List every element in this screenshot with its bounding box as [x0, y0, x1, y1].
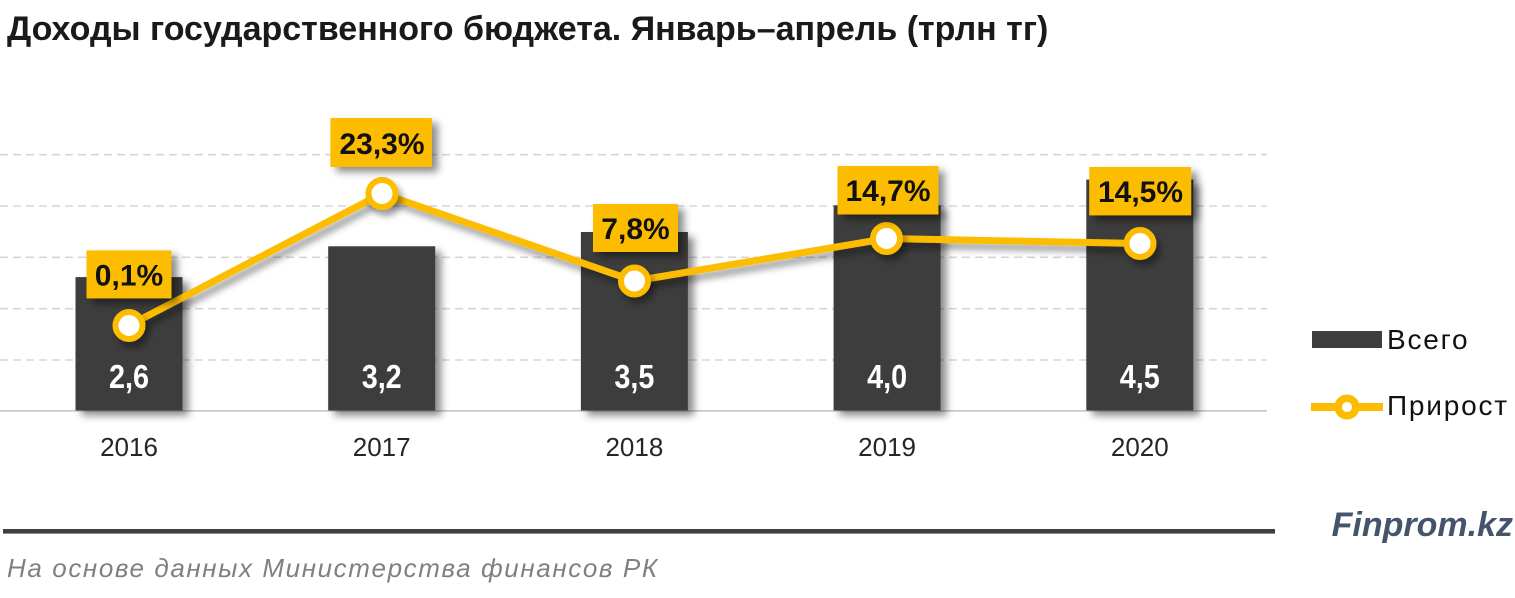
svg-text:23,3%: 23,3%: [339, 128, 424, 161]
svg-text:На основе данных Министерства: На основе данных Министерства финансов Р…: [7, 553, 659, 583]
svg-text:2019: 2019: [858, 432, 916, 462]
svg-text:Прирост: Прирост: [1387, 390, 1509, 421]
svg-text:4,0: 4,0: [867, 358, 907, 395]
svg-text:14,5%: 14,5%: [1098, 176, 1183, 209]
svg-text:2020: 2020: [1111, 432, 1169, 462]
svg-text:4,5: 4,5: [1120, 358, 1160, 395]
svg-text:2018: 2018: [605, 432, 663, 462]
svg-text:Доходы государственного бюджет: Доходы государственного бюджета. Январь–…: [7, 10, 1048, 48]
svg-text:2,6: 2,6: [109, 358, 149, 395]
svg-text:7,8%: 7,8%: [601, 213, 669, 246]
svg-text:Finprom.kz: Finprom.kz: [1332, 506, 1513, 544]
svg-text:2016: 2016: [100, 432, 158, 462]
svg-text:2017: 2017: [353, 432, 411, 462]
svg-text:0,1%: 0,1%: [95, 259, 163, 292]
svg-text:3,2: 3,2: [362, 358, 402, 395]
svg-text:Всего: Всего: [1387, 324, 1469, 355]
svg-text:3,5: 3,5: [614, 358, 654, 395]
svg-text:14,7%: 14,7%: [845, 175, 930, 208]
